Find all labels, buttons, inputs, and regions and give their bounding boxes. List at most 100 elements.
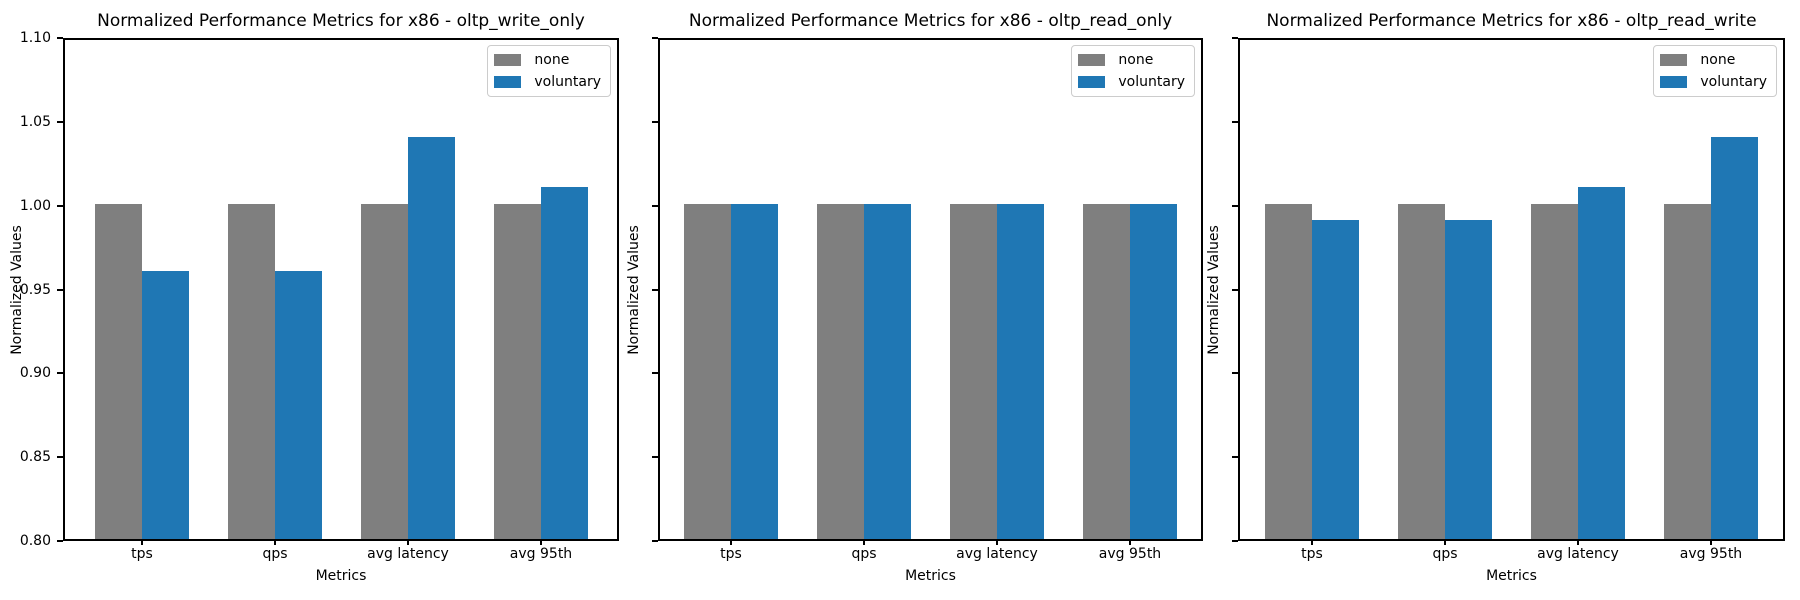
y-axis-label: Normalized Values <box>1206 224 1222 355</box>
y-tick-mark <box>57 540 63 542</box>
legend: none voluntary <box>1071 45 1195 97</box>
y-tick-label: 1.10 <box>19 30 51 46</box>
bar-none-avg-95th <box>1664 204 1711 539</box>
legend-entry: voluntary <box>1078 73 1185 91</box>
y-tick-mark <box>652 456 658 458</box>
x-tick-mark <box>540 539 542 545</box>
x-tick-mark <box>996 539 998 545</box>
legend-entry: none <box>1078 51 1185 69</box>
legend-swatch-none <box>1078 54 1106 66</box>
legend-swatch-voluntary <box>1660 76 1688 88</box>
bar-voluntary-avg-95th <box>1130 204 1177 539</box>
x-tick-mark <box>141 539 143 545</box>
x-tick-label: qps <box>1432 546 1458 562</box>
x-tick-label: qps <box>851 546 877 562</box>
bar-voluntary-avg-latency <box>997 204 1044 539</box>
x-tick-label: tps <box>131 546 153 562</box>
bar-none-qps <box>228 204 275 539</box>
bar-none-qps <box>817 204 864 539</box>
y-tick-mark <box>652 372 658 374</box>
x-tick-mark <box>730 539 732 545</box>
x-tick-mark <box>274 539 276 545</box>
bar-voluntary-tps <box>731 204 778 539</box>
x-tick-label: avg 95th <box>1679 546 1743 562</box>
x-tick-mark <box>1129 539 1131 545</box>
x-tick-label: tps <box>720 546 742 562</box>
bar-voluntary-qps <box>275 271 322 539</box>
y-tick-mark <box>57 289 63 291</box>
chart-oltp-read-write: Normalized Performance Metrics for x86 -… <box>1206 11 1785 584</box>
bar-none-avg-latency <box>950 204 997 539</box>
y-tick-label: 0.95 <box>19 282 51 298</box>
y-tick-mark <box>1232 205 1238 207</box>
chart-oltp-write-only: Normalized Performance Metrics for x86 -… <box>9 11 619 584</box>
chart-title: Normalized Performance Metrics for x86 -… <box>97 11 585 31</box>
x-tick-label: avg 95th <box>509 546 573 562</box>
legend: none voluntary <box>1653 45 1777 97</box>
x-tick-label: avg latency <box>1537 546 1619 562</box>
bar-none-avg-95th <box>494 204 541 539</box>
y-tick-label: 0.90 <box>19 365 51 381</box>
legend-label: none <box>534 52 570 68</box>
x-tick-label: qps <box>262 546 288 562</box>
y-tick-mark <box>652 205 658 207</box>
y-tick-mark <box>652 121 658 123</box>
legend-label: none <box>1700 52 1736 68</box>
bar-voluntary-tps <box>1312 220 1359 539</box>
x-tick-label: avg latency <box>367 546 449 562</box>
legend-label: none <box>1118 52 1154 68</box>
y-tick-mark <box>57 37 63 39</box>
y-axis-label: Normalized Values <box>626 224 642 355</box>
bar-voluntary-qps <box>1445 220 1492 539</box>
y-tick-mark <box>57 205 63 207</box>
bar-none-avg-latency <box>1531 204 1578 539</box>
x-axis-label: Metrics <box>905 568 956 584</box>
y-tick-label: 1.05 <box>19 114 51 130</box>
chart-title: Normalized Performance Metrics for x86 -… <box>688 11 1173 31</box>
legend-swatch-voluntary <box>494 76 522 88</box>
chart-oltp-read-only: Normalized Performance Metrics for x86 -… <box>626 11 1203 584</box>
x-axis-label: Metrics <box>1486 568 1537 584</box>
y-tick-mark <box>1232 289 1238 291</box>
y-tick-label: 0.85 <box>19 449 51 465</box>
bar-voluntary-avg-95th <box>541 187 588 539</box>
bar-none-qps <box>1398 204 1445 539</box>
y-tick-label: 1.00 <box>19 198 51 214</box>
chart-title: Normalized Performance Metrics for x86 -… <box>1266 11 1757 31</box>
x-tick-mark <box>863 539 865 545</box>
y-tick-mark <box>1232 37 1238 39</box>
bar-none-tps <box>684 204 731 539</box>
bar-voluntary-qps <box>864 204 911 539</box>
bar-none-tps <box>95 204 142 539</box>
legend-label: voluntary <box>534 74 601 90</box>
y-tick-mark <box>1232 540 1238 542</box>
legend-label: voluntary <box>1700 74 1767 90</box>
bar-none-avg-95th <box>1083 204 1130 539</box>
x-tick-mark <box>1311 539 1313 545</box>
x-tick-mark <box>1710 539 1712 545</box>
legend-swatch-none <box>1660 54 1688 66</box>
legend-entry: voluntary <box>1660 73 1767 91</box>
y-tick-mark <box>1232 372 1238 374</box>
y-tick-label: 0.80 <box>19 533 51 549</box>
x-tick-mark <box>407 539 409 545</box>
bar-voluntary-avg-95th <box>1711 137 1758 539</box>
y-tick-mark <box>652 37 658 39</box>
legend-entry: voluntary <box>494 73 601 91</box>
bar-voluntary-tps <box>142 271 189 539</box>
x-tick-label: avg 95th <box>1098 546 1162 562</box>
x-axis-label: Metrics <box>315 568 367 584</box>
legend-entry: none <box>1660 51 1767 69</box>
legend-swatch-voluntary <box>1078 76 1106 88</box>
y-tick-mark <box>1232 121 1238 123</box>
y-tick-mark <box>57 372 63 374</box>
legend: none voluntary <box>487 45 611 97</box>
bar-voluntary-avg-latency <box>1578 187 1625 539</box>
y-tick-mark <box>57 456 63 458</box>
y-tick-mark <box>652 540 658 542</box>
bar-none-tps <box>1265 204 1312 539</box>
y-tick-mark <box>652 289 658 291</box>
legend-swatch-none <box>494 54 522 66</box>
y-tick-mark <box>57 121 63 123</box>
